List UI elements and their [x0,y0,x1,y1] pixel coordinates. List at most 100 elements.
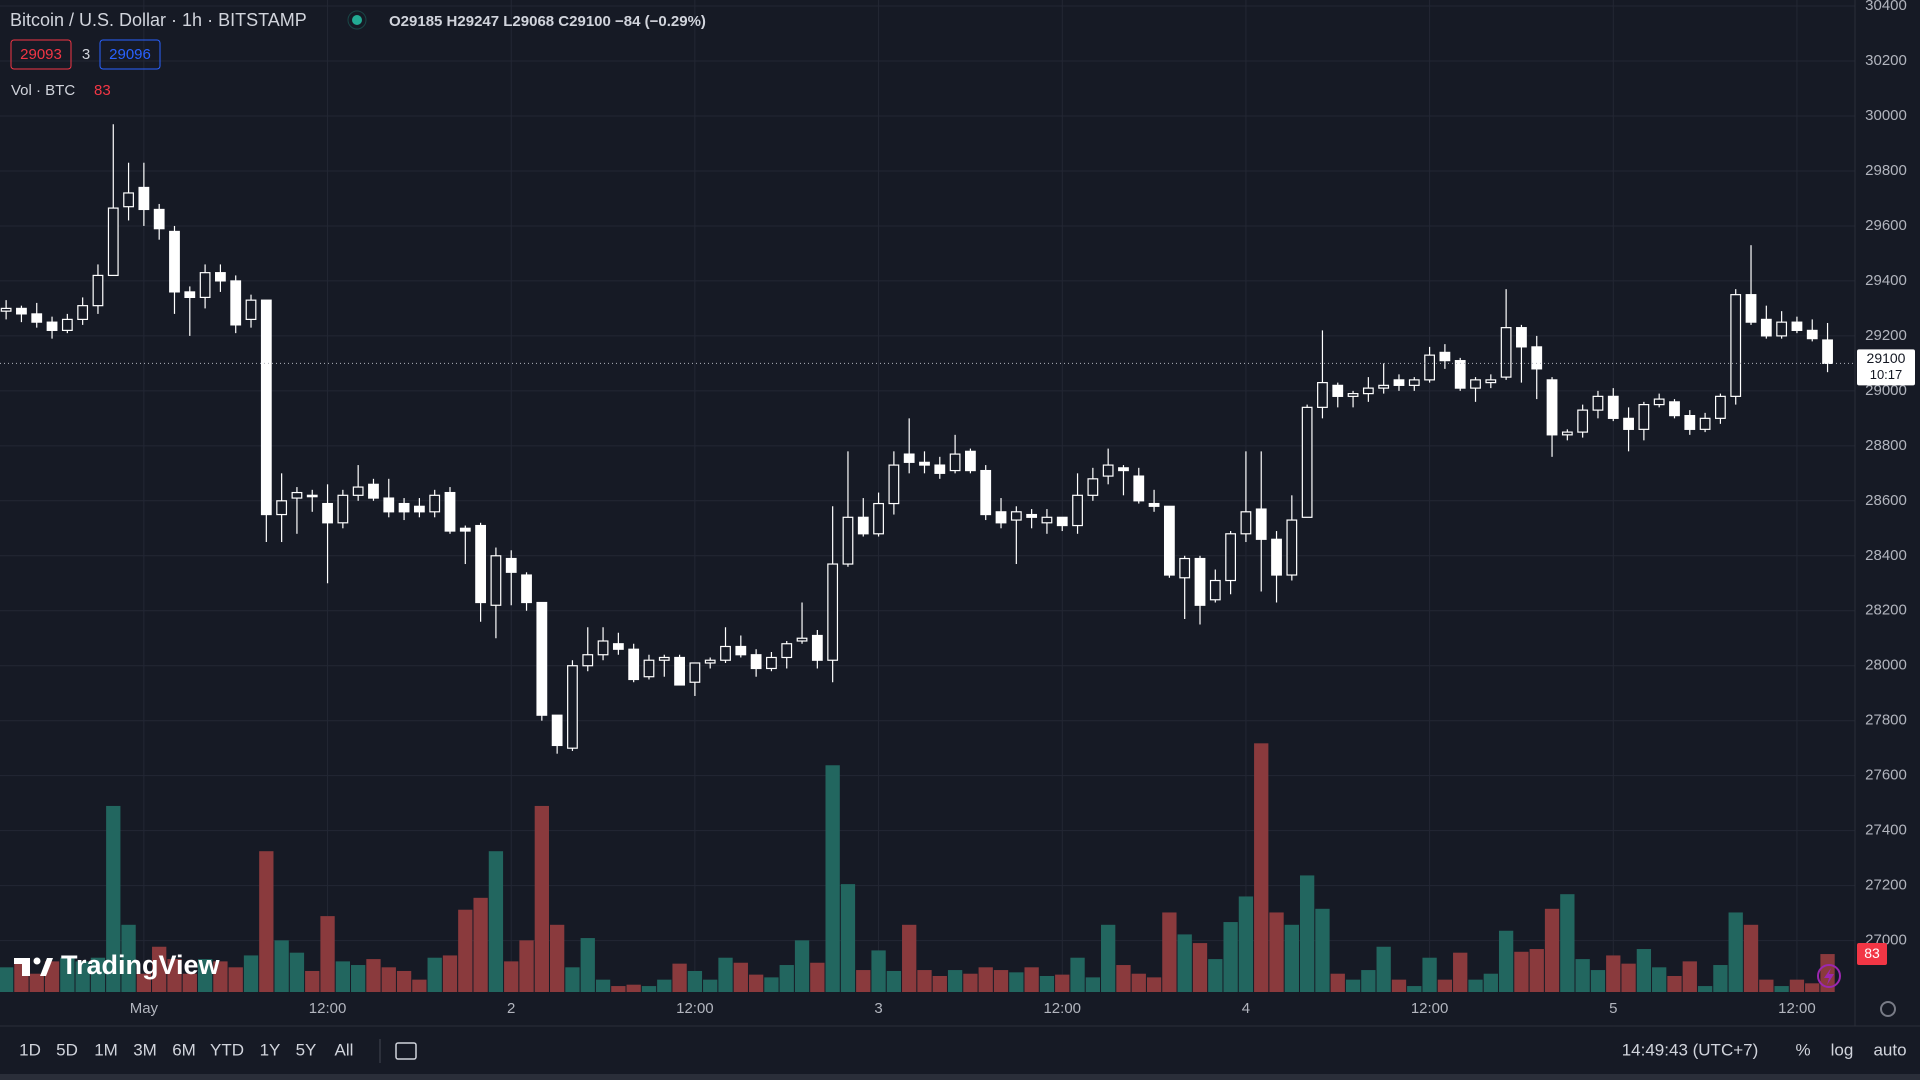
volume-bar [1697,986,1713,992]
volume-bar [1223,922,1238,992]
volume-bar [1728,912,1743,992]
range-button[interactable]: 1Y [260,1040,281,1059]
candle-body [1531,346,1543,370]
y-tick-label: 28000 [1865,657,1907,674]
volume-bar [947,970,963,992]
candle-body [628,648,640,681]
volume-label: Vol · BTC [11,82,75,99]
candle-body [383,497,395,513]
volume-bar [1177,934,1192,992]
candle-body [1056,516,1068,527]
candle-body [1653,398,1665,406]
range-button[interactable]: 5D [56,1040,78,1059]
candle-body [919,461,930,466]
candle-body [1118,467,1129,472]
volume-bar [136,973,152,992]
volume-bar [1024,967,1039,992]
range-button[interactable]: 6M [172,1040,196,1059]
candle-body [949,453,961,472]
volume-bar [1039,976,1055,992]
y-tick-label: 28800 [1865,437,1907,454]
candle-body [597,640,609,656]
market-status [352,15,362,25]
candle-body [352,486,364,496]
volume-bar [1805,983,1820,992]
volume-bar [1743,924,1759,992]
ask-box[interactable] [99,39,161,70]
x-tick-label: 2 [507,1000,515,1017]
candle-body [1087,478,1099,496]
volume-bar [1162,912,1177,992]
volume-bar [197,959,213,992]
bottom-strip [0,1074,1920,1080]
candle-body [123,192,134,208]
volume-bar [351,965,366,992]
candle-body [1439,351,1451,362]
range-button[interactable]: All [335,1040,354,1059]
candle-body [1209,579,1221,601]
range-button[interactable]: YTD [210,1040,244,1059]
volume-bar [1453,952,1468,992]
candle-body [643,659,655,678]
clock: 14:49:43 (UTC+7) [1622,1040,1759,1059]
candle-body [1317,382,1328,408]
volume-bar [1498,930,1514,992]
log-toggle[interactable]: log [1831,1040,1854,1059]
date-range-button[interactable] [395,1042,417,1060]
volume-bar [1621,963,1636,992]
range-button[interactable]: 1D [19,1040,41,1059]
ask-price[interactable]: 29096 [109,46,151,63]
volume-bar [442,955,458,992]
settings-button[interactable] [1880,1001,1896,1017]
candle-body [1684,415,1696,430]
candle-body [215,272,226,282]
volume-bar [427,957,442,992]
volume-bar [902,924,917,992]
volume-bar [871,950,886,992]
range-button[interactable]: 3M [133,1040,157,1059]
candle-body [1623,417,1634,430]
y-tick-label: 27600 [1865,767,1907,784]
lightning-button[interactable] [1817,964,1841,988]
candle-body [1362,387,1374,395]
candle-body [1408,379,1420,386]
candle-body [92,274,104,307]
bid-price[interactable]: 29093 [20,46,62,63]
y-tick-label: 29600 [1865,217,1907,234]
candle-body [995,511,1007,524]
candle-body [735,645,747,656]
volume-bar [335,961,351,992]
volume-bar [534,805,549,992]
volume-bar [305,970,320,992]
volume-bar [657,979,672,992]
volume-bar [29,973,44,992]
volume-bar [611,986,626,992]
x-tick-label: 4 [1242,1000,1250,1017]
volume-bar [1759,979,1774,992]
volume-bar [488,851,504,992]
candle-body [1607,395,1619,419]
bid-box[interactable] [10,39,72,70]
candle-body [1546,379,1558,436]
y-tick-label: 29800 [1865,162,1907,179]
candle-body [1424,354,1435,381]
candle-body [1745,294,1757,323]
auto-toggle[interactable]: auto [1873,1040,1906,1059]
range-button[interactable]: 1M [94,1040,118,1059]
percent-toggle[interactable]: % [1795,1040,1810,1059]
volume-bar [1667,976,1682,992]
candle-body [1669,401,1680,417]
volume-bar [856,970,871,992]
volume-bar [75,961,90,992]
logo-part [22,958,30,976]
volume-bar [1514,951,1529,992]
candle-body [827,563,839,661]
volume-bar [565,967,580,992]
volume-bar [1483,973,1498,992]
volume-bar [1330,973,1345,992]
market-status-ring [347,10,367,30]
range-button[interactable]: 5Y [296,1040,317,1059]
volume-bar [687,970,703,992]
candle-body [857,516,869,535]
candle-body [1500,327,1512,378]
